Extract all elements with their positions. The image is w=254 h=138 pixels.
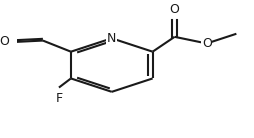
- Text: O: O: [170, 3, 180, 16]
- Text: F: F: [55, 91, 62, 105]
- Text: O: O: [0, 35, 9, 48]
- Text: O: O: [202, 37, 212, 50]
- Text: N: N: [107, 32, 116, 45]
